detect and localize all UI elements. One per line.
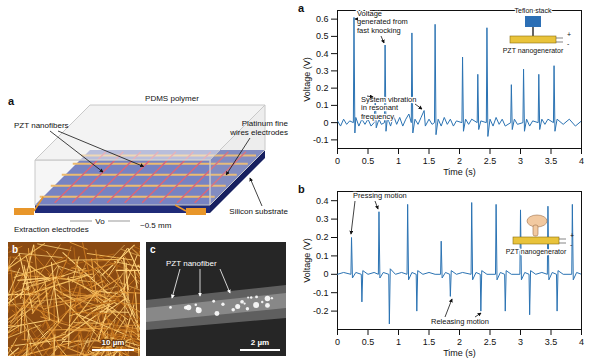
- svg-text:a: a: [8, 95, 15, 107]
- svg-text:2 µm: 2 µm: [251, 338, 269, 347]
- svg-text:+: +: [570, 232, 574, 239]
- svg-text:0.5: 0.5: [316, 31, 329, 41]
- svg-text:Voltagegenerated fromfast knoc: Voltagegenerated fromfast knocking: [357, 9, 408, 35]
- svg-text:0.1: 0.1: [316, 100, 329, 110]
- svg-text:3: 3: [518, 337, 523, 347]
- svg-text:b: b: [298, 183, 305, 195]
- svg-text:Vo: Vo: [95, 217, 105, 226]
- svg-text:3.5: 3.5: [545, 156, 558, 166]
- svg-text:Extraction electrodes: Extraction electrodes: [14, 225, 89, 234]
- svg-text:10 µm: 10 µm: [102, 338, 125, 347]
- svg-text:+: +: [567, 31, 571, 38]
- svg-text:Pressing motion: Pressing motion: [353, 191, 407, 200]
- svg-text:Voltage (V): Voltage (V): [302, 238, 312, 283]
- svg-text:Voltage (V): Voltage (V): [302, 57, 312, 102]
- svg-text:-: -: [570, 241, 573, 248]
- svg-text:0.1: 0.1: [316, 251, 329, 261]
- svg-text:0.5: 0.5: [362, 156, 375, 166]
- svg-text:b: b: [12, 244, 18, 255]
- svg-text:0.2: 0.2: [316, 232, 329, 242]
- svg-text:1.5: 1.5: [423, 337, 436, 347]
- svg-text:PZT nanogenerator: PZT nanogenerator: [503, 47, 564, 55]
- svg-text:Time (s): Time (s): [443, 167, 476, 177]
- svg-text:Releasing motion: Releasing motion: [431, 317, 489, 326]
- svg-text:0.4: 0.4: [316, 196, 329, 206]
- svg-text:0: 0: [335, 156, 340, 166]
- svg-text:0: 0: [323, 118, 328, 128]
- svg-text:4: 4: [579, 337, 584, 347]
- svg-text:PZT nanofiber: PZT nanofiber: [166, 259, 217, 268]
- svg-text:2: 2: [457, 337, 462, 347]
- svg-text:0.5: 0.5: [362, 337, 375, 347]
- svg-text:0.6: 0.6: [316, 14, 329, 24]
- svg-text:0.3: 0.3: [316, 66, 329, 76]
- svg-text:0: 0: [335, 337, 340, 347]
- svg-text:-0.1: -0.1: [313, 135, 329, 145]
- svg-text:2.5: 2.5: [484, 156, 497, 166]
- svg-text:1.5: 1.5: [423, 156, 436, 166]
- svg-text:System vibrationin resonantfre: System vibrationin resonantfrequency: [361, 95, 416, 121]
- svg-text:2: 2: [457, 156, 462, 166]
- svg-text:-: -: [567, 40, 570, 47]
- svg-text:a: a: [298, 2, 305, 14]
- svg-text:PZT nanogenerator: PZT nanogenerator: [506, 248, 567, 256]
- svg-text:Platinum finewires electrodes: Platinum finewires electrodes: [229, 119, 288, 137]
- svg-text:-0.2: -0.2: [313, 306, 329, 316]
- svg-text:Time (s): Time (s): [443, 348, 476, 358]
- svg-text:~0.5 mm: ~0.5 mm: [140, 221, 172, 230]
- svg-text:PZT nanofibers: PZT nanofibers: [14, 121, 69, 130]
- svg-text:3: 3: [518, 156, 523, 166]
- svg-text:Silicon substrate: Silicon substrate: [229, 207, 288, 216]
- svg-text:1: 1: [396, 156, 401, 166]
- svg-text:Teflon stack: Teflon stack: [515, 7, 552, 14]
- svg-text:3.5: 3.5: [545, 337, 558, 347]
- svg-text:0.3: 0.3: [316, 214, 329, 224]
- svg-text:PDMS polymer: PDMS polymer: [145, 94, 199, 103]
- svg-text:-0.1: -0.1: [313, 288, 329, 298]
- svg-text:0: 0: [323, 269, 328, 279]
- svg-text:4: 4: [579, 156, 584, 166]
- svg-text:0.4: 0.4: [316, 49, 329, 59]
- svg-text:2.5: 2.5: [484, 337, 497, 347]
- svg-text:0.2: 0.2: [316, 83, 329, 93]
- svg-text:c: c: [150, 244, 156, 255]
- svg-text:1: 1: [396, 337, 401, 347]
